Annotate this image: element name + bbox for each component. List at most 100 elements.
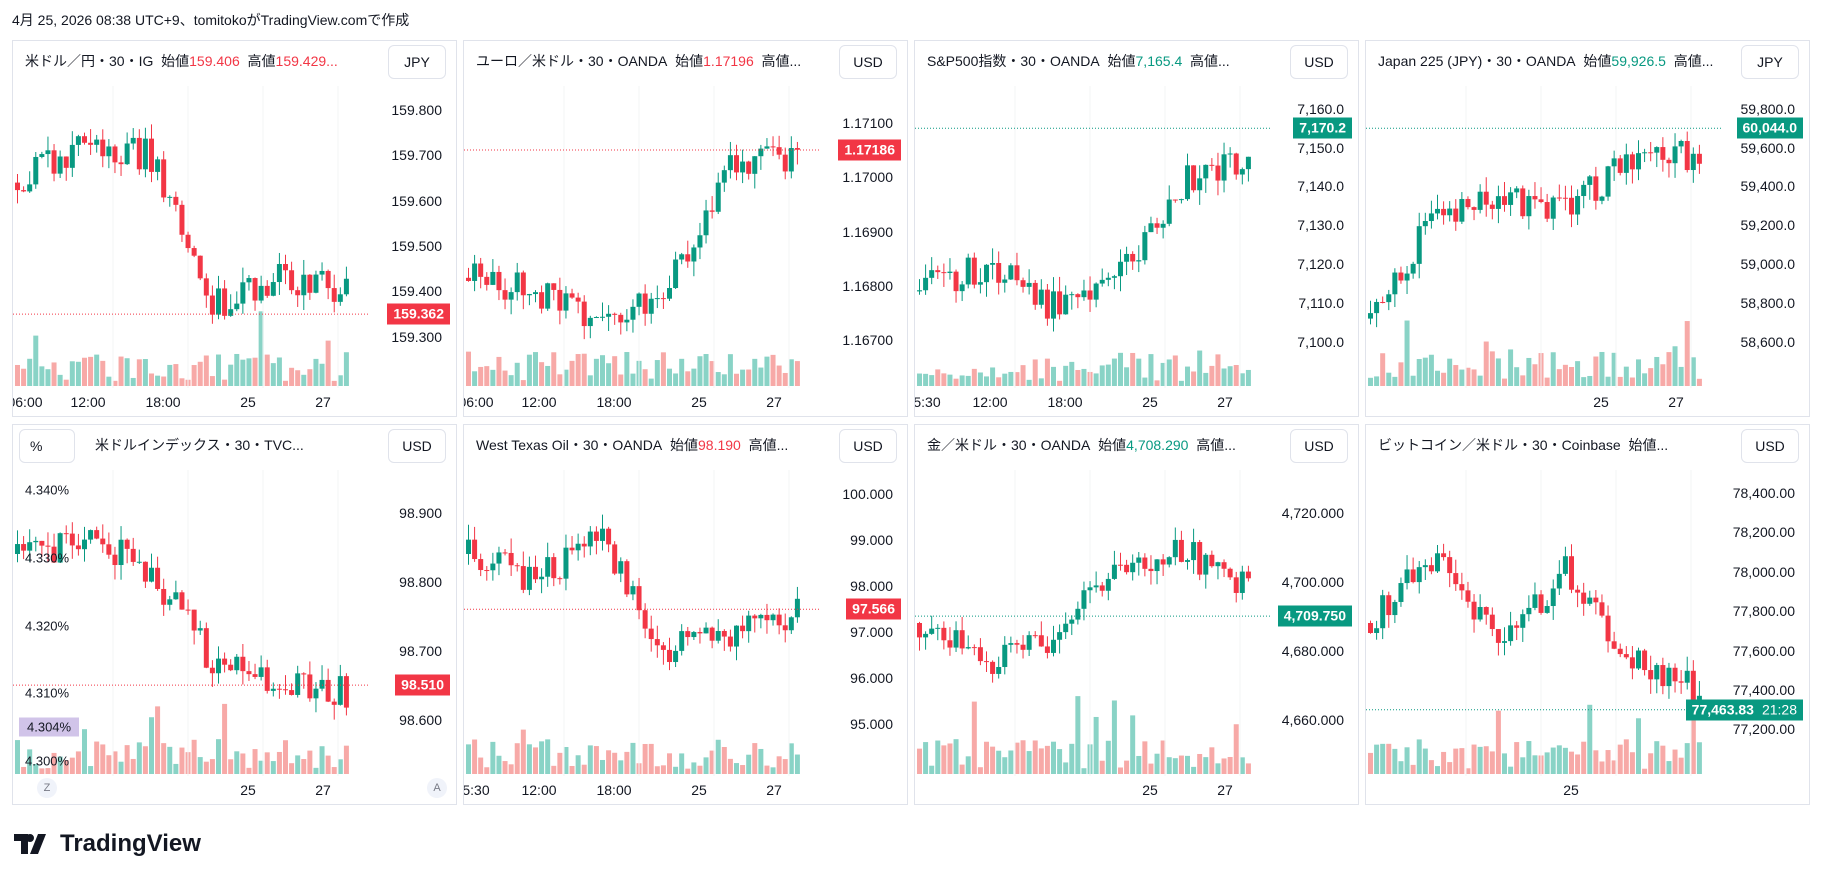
candle <box>1057 291 1063 315</box>
price-chart[interactable] <box>1366 425 1810 805</box>
currency-button[interactable]: USD <box>388 429 446 463</box>
chart-panel[interactable]: 米ドルインデックス・30・TVC... USD 98.900 98.800 98.700… <box>12 424 457 805</box>
symbol-legend[interactable]: S&P500指数・30・OANDA 始値7,165.4 高値... <box>925 49 1232 73</box>
candle <box>191 609 197 631</box>
price-axis-label: 78,000.00 <box>1732 563 1795 580</box>
price-chart[interactable] <box>13 425 457 805</box>
symbol-legend[interactable]: 米ドルインデックス・30・TVC... <box>93 433 306 457</box>
candle <box>1660 665 1666 687</box>
volume-bar <box>466 351 471 386</box>
candle <box>1038 635 1044 647</box>
chart-panel[interactable]: 米ドル／円・30・IG 始値159.406 高値159.429... JPY 159… <box>12 40 457 417</box>
chart-panel[interactable]: Japan 225 (JPY)・30・OANDA 始値59,926.5 高値..… <box>1365 40 1810 417</box>
currency-button[interactable]: USD <box>839 45 897 79</box>
candle <box>1569 197 1574 215</box>
time-axis-label: 12:00 <box>70 394 106 410</box>
candle <box>971 257 977 285</box>
volume-bar <box>1562 747 1568 774</box>
candle <box>15 182 20 191</box>
chart-panel[interactable]: 金／米ドル・30・OANDA 始値4,708.290 高値... USD 4,720… <box>914 424 1359 805</box>
volume-bar <box>526 354 532 386</box>
volume-bar <box>1617 376 1623 386</box>
currency-button[interactable]: USD <box>1741 429 1799 463</box>
price-chart[interactable] <box>13 41 457 417</box>
candle <box>490 563 496 571</box>
currency-button[interactable]: USD <box>1290 45 1348 79</box>
volume-bar <box>161 376 167 386</box>
candle <box>1502 196 1507 205</box>
price-chart[interactable] <box>464 425 908 805</box>
candle <box>57 533 63 563</box>
volume-bar <box>1185 755 1190 774</box>
candle <box>1581 592 1587 604</box>
price-axis-label: 99.000 <box>850 532 893 549</box>
candle <box>563 293 569 311</box>
candle <box>1099 279 1105 284</box>
volume-bar <box>971 701 977 774</box>
symbol-legend[interactable]: Japan 225 (JPY)・30・OANDA 始値59,926.5 高値..… <box>1376 49 1716 73</box>
candle <box>1008 265 1014 280</box>
candle <box>319 679 325 689</box>
volume-bar <box>630 742 636 774</box>
volume-bar <box>1051 741 1056 774</box>
price-chart[interactable] <box>915 41 1359 417</box>
candle <box>1227 568 1233 578</box>
chart-panel[interactable]: West Texas Oil・30・OANDA 始値98.190 高値... US… <box>463 424 908 805</box>
percent-axis-label: 4.330% <box>25 550 70 566</box>
volume-bar <box>1514 367 1520 386</box>
volume-bar <box>1166 757 1172 774</box>
symbol-legend[interactable]: 米ドル／円・30・IG 始値159.406 高値159.429... <box>23 49 340 73</box>
volume-bar <box>112 751 118 774</box>
candle <box>1063 623 1069 633</box>
auto-scale-a-button[interactable]: A <box>427 778 447 798</box>
candle <box>124 539 130 549</box>
symbol-legend[interactable]: West Texas Oil・30・OANDA 始値98.190 高値... <box>474 433 791 457</box>
currency-button[interactable]: JPY <box>1741 45 1799 79</box>
candle <box>545 283 551 309</box>
volume-bar <box>1654 741 1660 774</box>
candle <box>1587 597 1593 604</box>
candle <box>1422 565 1428 568</box>
volume-bar <box>313 767 319 774</box>
price-chart[interactable] <box>464 41 908 417</box>
candle <box>788 148 794 172</box>
symbol-legend[interactable]: 金／米ドル・30・OANDA 始値4,708.290 高値... <box>925 433 1238 457</box>
open-value: 98.190 <box>698 437 741 453</box>
symbol-legend[interactable]: ビットコイン／米ドル・30・Coinbase 始値... <box>1376 433 1671 457</box>
candle <box>246 278 252 283</box>
candle <box>1148 223 1154 233</box>
currency-button[interactable]: USD <box>839 429 897 463</box>
volume-bar <box>502 761 508 774</box>
price-chart[interactable] <box>1366 41 1810 417</box>
candle <box>539 576 545 580</box>
left-unit-button[interactable]: % <box>19 429 75 463</box>
chart-panel[interactable]: S&P500指数・30・OANDA 始値7,165.4 高値... USD 7,16… <box>914 40 1359 417</box>
volume-bar <box>563 747 569 774</box>
volume-bar <box>1489 751 1495 774</box>
volume-bar <box>472 371 478 386</box>
symbol-legend[interactable]: ユーロ／米ドル・30・OANDA 始値1.17196 高値... <box>474 49 804 73</box>
price-chart[interactable] <box>915 425 1359 805</box>
price-axis-label: 159.500 <box>391 238 442 255</box>
volume-bar <box>612 752 618 774</box>
chart-panel[interactable]: ユーロ／米ドル・30・OANDA 始値1.17196 高値... USD 1.171… <box>463 40 908 417</box>
candle <box>1617 648 1623 655</box>
candle <box>1081 590 1087 609</box>
open-label: 始値 <box>675 53 704 69</box>
chart-panel[interactable]: ビットコイン／米ドル・30・Coinbase 始値... USD 78,400.00… <box>1365 424 1810 805</box>
candle <box>624 561 630 595</box>
volume-bar <box>33 335 39 386</box>
auto-scale-z-button[interactable]: Z <box>37 778 57 798</box>
candle <box>276 688 282 690</box>
candle <box>1611 158 1617 167</box>
candle <box>1380 595 1386 629</box>
currency-button[interactable]: USD <box>1290 429 1348 463</box>
open-label: 始値 <box>1107 53 1136 69</box>
tradingview-logo[interactable]: TradingView <box>14 830 201 858</box>
currency-button[interactable]: JPY <box>388 45 446 79</box>
candle <box>1605 166 1611 197</box>
candle <box>343 278 349 295</box>
candle <box>1477 191 1483 210</box>
candle <box>1483 607 1489 615</box>
volume-bar <box>917 748 922 774</box>
